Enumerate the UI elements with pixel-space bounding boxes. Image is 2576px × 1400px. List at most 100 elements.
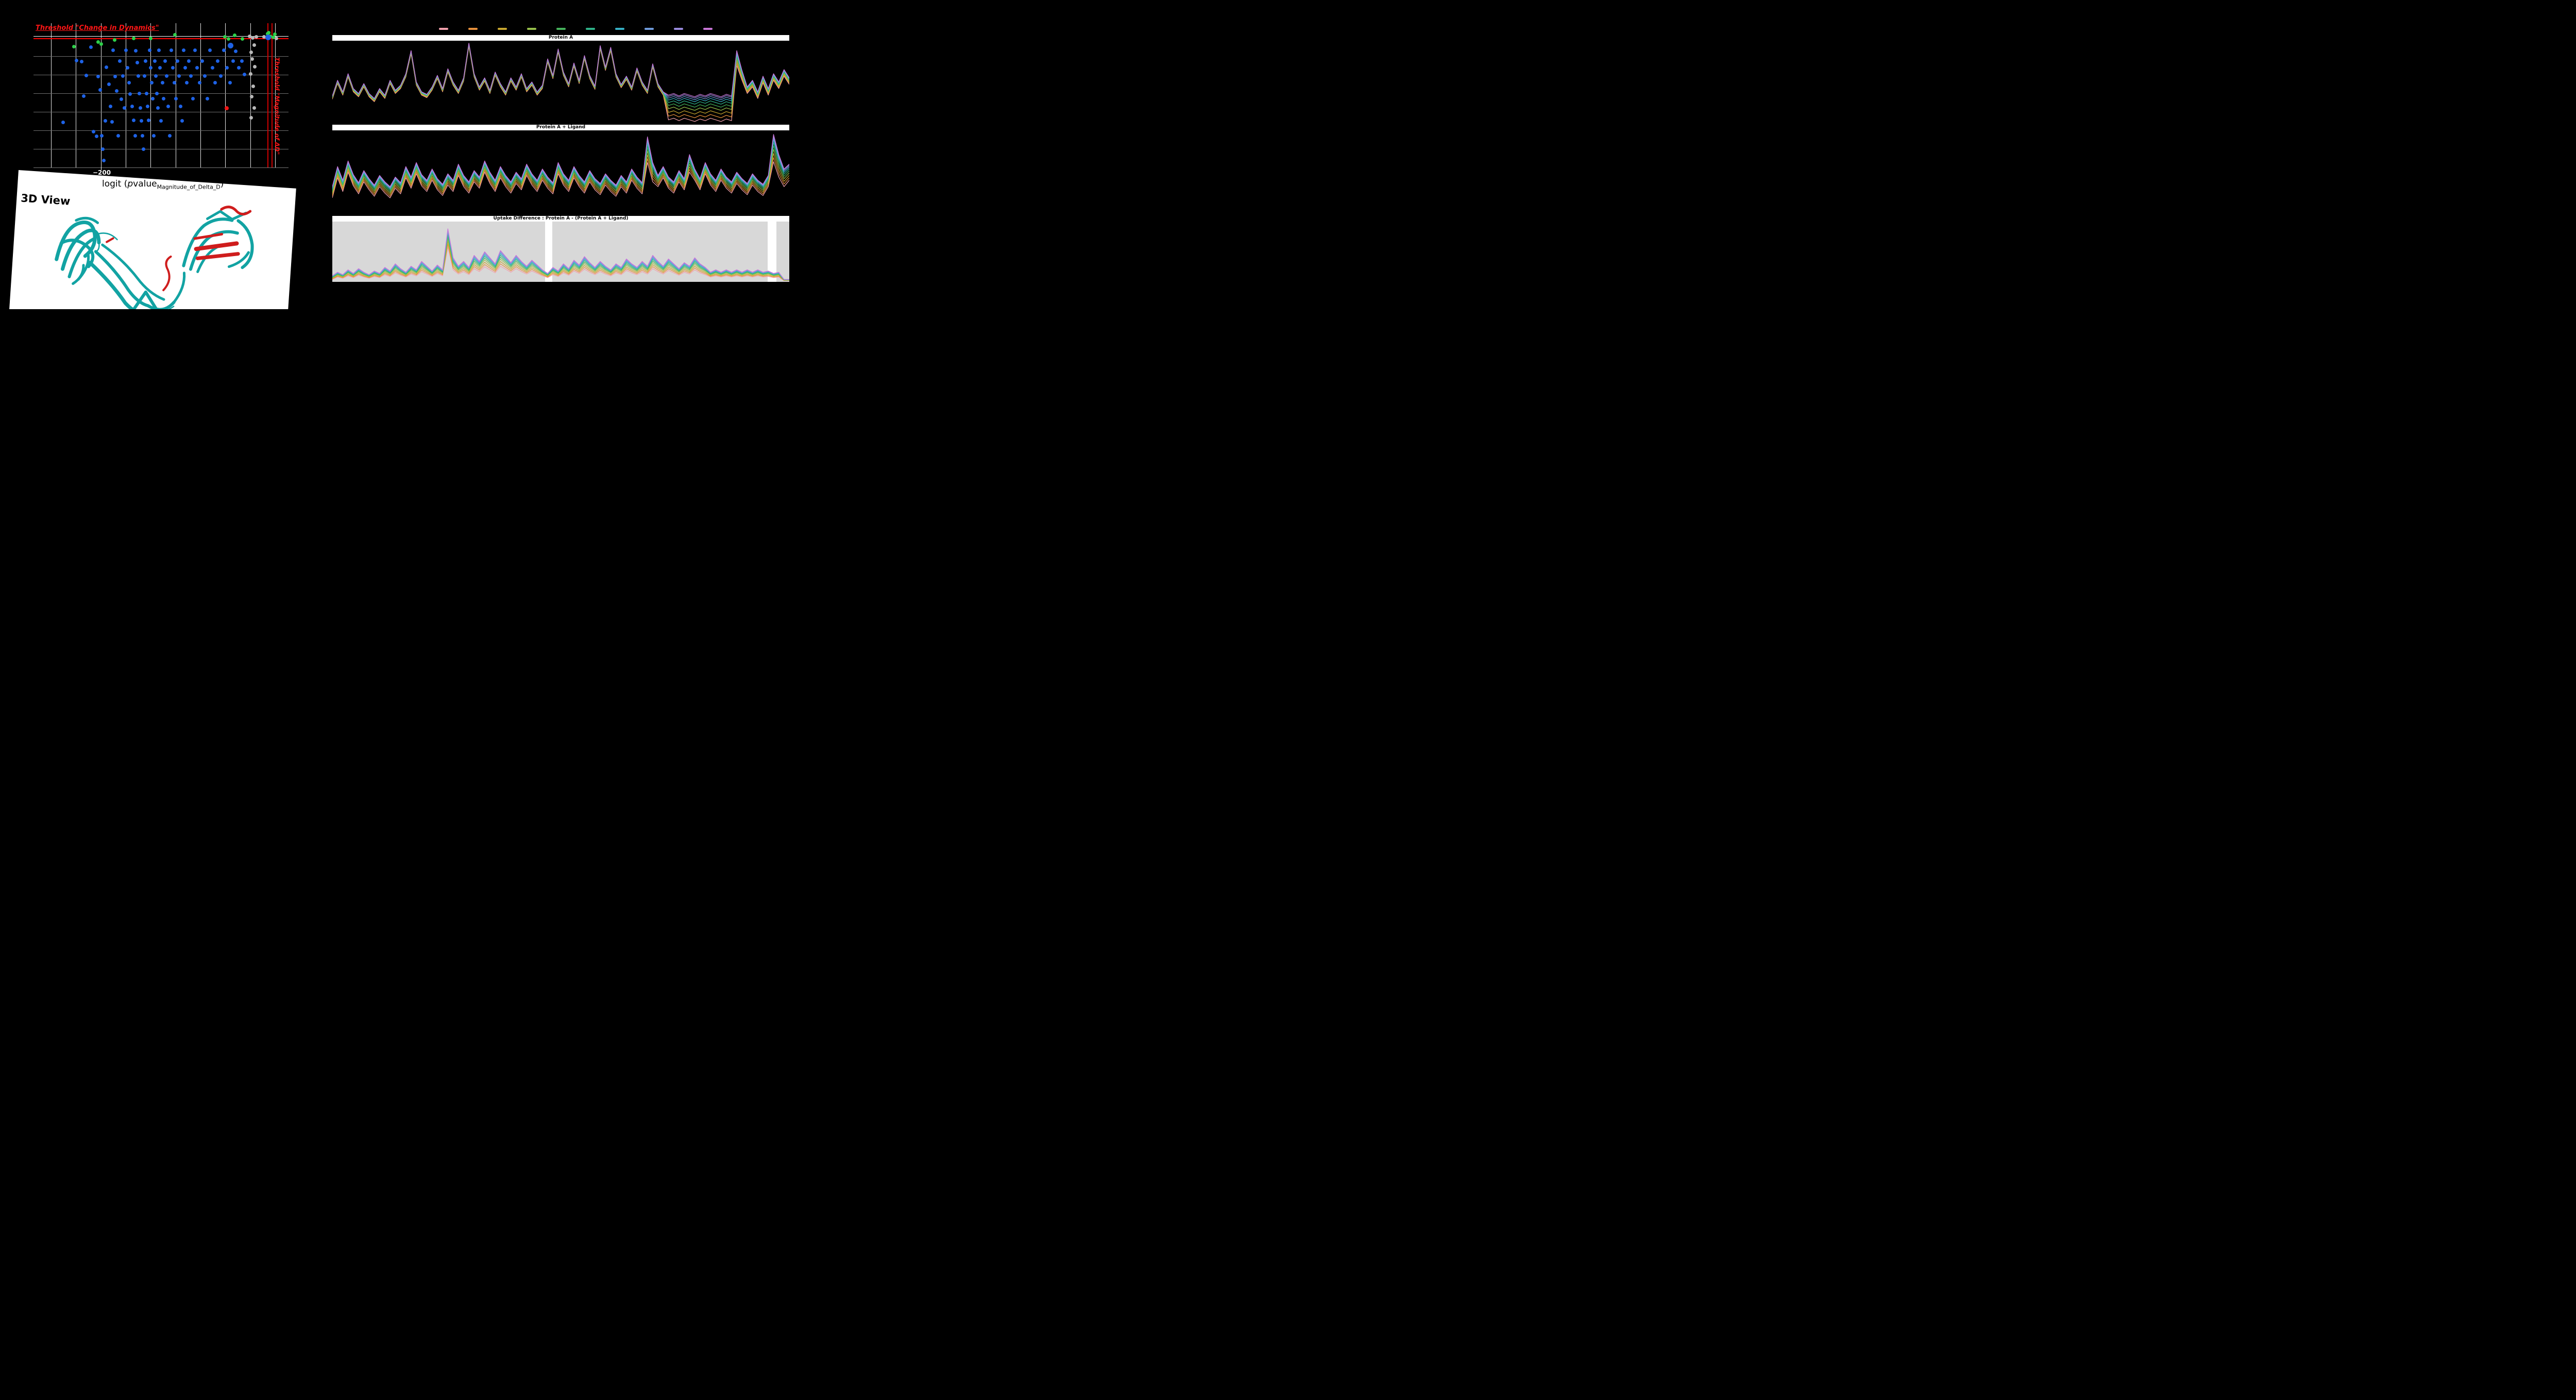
uptake-line xyxy=(332,149,789,193)
volcano-plot[interactable]: Threshold "Change in Dynamics" Threshold… xyxy=(33,23,289,168)
gridline-vertical xyxy=(51,23,52,167)
scatter-point xyxy=(195,65,199,70)
threshold-line-vertical xyxy=(267,23,268,167)
gridline-horizontal xyxy=(33,130,289,131)
timepoint-legend-swatch[interactable] xyxy=(586,28,595,30)
uptake-difference-chart[interactable] xyxy=(332,222,789,282)
scatter-point xyxy=(158,65,162,70)
scatter-point xyxy=(169,48,173,52)
chart-title-bar-protein-a: Protein A xyxy=(332,35,789,41)
uptake-line xyxy=(332,238,789,281)
uptake-line xyxy=(332,142,789,191)
scatter-point xyxy=(101,158,106,162)
scatter-point xyxy=(130,104,134,108)
scatter-point xyxy=(167,133,172,138)
chart-title-bar-protein-a-ligand: Protein A + Ligand xyxy=(332,125,789,130)
uptake-chart-protein-a-ligand[interactable] xyxy=(332,130,789,211)
scatter-point xyxy=(127,80,131,85)
scatter-point xyxy=(215,59,219,63)
scatter-point xyxy=(81,94,86,98)
scatter-point xyxy=(265,34,271,40)
timepoint-legend-swatch[interactable] xyxy=(498,28,507,30)
uptake-line xyxy=(332,241,789,281)
scatter-point xyxy=(61,120,65,124)
scatter-point xyxy=(111,48,115,52)
scatter-point xyxy=(166,104,170,108)
gridline-horizontal xyxy=(33,56,289,57)
scatter-point xyxy=(155,91,159,95)
x-axis-title-p: p xyxy=(127,179,133,189)
timepoint-legend-swatch[interactable] xyxy=(645,28,654,30)
scatter-point xyxy=(223,35,227,39)
scatter-point xyxy=(191,96,195,100)
timepoint-legend-swatch[interactable] xyxy=(615,28,624,30)
scatter-point xyxy=(148,65,152,70)
timepoint-legend-swatch[interactable] xyxy=(703,28,713,30)
scatter-point xyxy=(251,84,255,88)
scatter-point xyxy=(250,57,254,61)
scatter-point xyxy=(242,72,246,76)
scatter-point xyxy=(104,65,108,69)
scatter-point xyxy=(72,44,76,48)
chart-title-bar-uptake-difference: Uptake Difference : Protein A - (Protein… xyxy=(332,216,789,222)
3d-view-panel[interactable]: 3D View xyxy=(8,170,296,309)
scatter-point xyxy=(89,45,93,49)
protein-structure[interactable] xyxy=(8,174,296,309)
scatter-point xyxy=(225,106,229,110)
scatter-point xyxy=(226,37,230,41)
uptake-line xyxy=(332,157,789,197)
x-axis-title-value: value xyxy=(133,179,157,189)
scatter-point xyxy=(250,36,255,40)
protein-ribbon-teal xyxy=(55,210,254,309)
scatter-point xyxy=(124,48,128,52)
timepoint-legend-swatch[interactable] xyxy=(556,28,566,30)
scatter-point xyxy=(175,59,179,63)
scatter-point xyxy=(178,104,182,108)
scatter-point xyxy=(157,48,161,52)
scatter-point xyxy=(174,96,178,100)
scatter-point xyxy=(140,133,144,138)
uptake-line xyxy=(332,244,789,281)
timepoint-legend-swatch[interactable] xyxy=(468,28,478,30)
scatter-point xyxy=(266,30,270,35)
x-axis-title-subscript: Magnitude_of_Delta_D xyxy=(157,183,221,191)
scatter-point xyxy=(98,88,102,92)
scatter-point xyxy=(189,74,193,78)
scatter-point xyxy=(79,59,83,63)
gridline-vertical xyxy=(150,23,151,167)
timepoint-legend-swatch[interactable] xyxy=(527,28,536,30)
scatter-point xyxy=(138,106,142,110)
scatter-point xyxy=(143,59,147,63)
scatter-point xyxy=(131,118,135,122)
scatter-point xyxy=(240,37,244,41)
scatter-point xyxy=(271,35,275,39)
x-axis-title-suffix: ) xyxy=(220,179,224,189)
protein-ribbon-red xyxy=(106,206,252,292)
uptake-line xyxy=(332,228,789,280)
scatter-point xyxy=(108,104,112,108)
scatter-point xyxy=(99,133,104,138)
scatter-point xyxy=(254,35,258,39)
timepoint-legend-swatch[interactable] xyxy=(674,28,683,30)
scatter-point xyxy=(144,91,148,95)
scatter-point xyxy=(107,82,111,86)
uptake-chart-protein-a[interactable] xyxy=(332,41,789,123)
scatter-point xyxy=(227,42,233,48)
x-axis-tick-label: −200 xyxy=(93,169,111,176)
chart-title-text: Uptake Difference : Protein A - (Protein… xyxy=(493,216,629,221)
scatter-point xyxy=(142,74,146,78)
scatter-point xyxy=(116,133,120,138)
app-root: Threshold "Change in Dynamics" Threshold… xyxy=(0,0,805,309)
scatter-point xyxy=(247,34,251,38)
threshold-line-vertical xyxy=(272,23,273,167)
scatter-point xyxy=(249,115,253,120)
scatter-point xyxy=(202,74,207,78)
scatter-point xyxy=(114,89,118,93)
timepoint-legend-swatch[interactable] xyxy=(439,28,448,30)
scatter-point xyxy=(128,92,132,96)
scatter-point xyxy=(112,38,116,42)
scatter-point xyxy=(274,36,278,40)
scatter-point xyxy=(117,59,122,63)
chart-title-text: Protein A xyxy=(548,35,573,40)
scatter-point xyxy=(74,58,78,62)
